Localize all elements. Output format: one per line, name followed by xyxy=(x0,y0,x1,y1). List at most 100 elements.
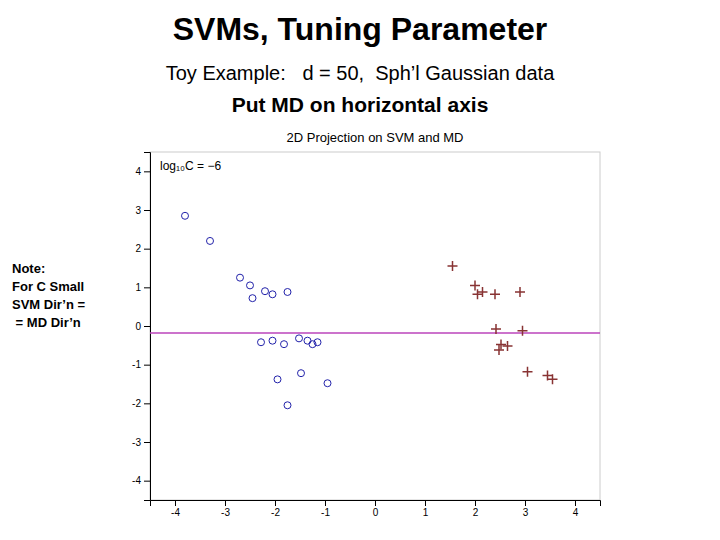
tick-label: -1 xyxy=(321,507,330,518)
tick-mark xyxy=(144,287,150,288)
point xyxy=(490,289,500,299)
point xyxy=(448,261,458,271)
point xyxy=(523,367,533,377)
point xyxy=(284,288,291,295)
tick: -3 xyxy=(221,500,230,518)
point xyxy=(470,280,480,290)
tick: -1 xyxy=(132,359,150,370)
tick-label: 0 xyxy=(135,321,141,332)
plot-frame xyxy=(150,152,600,500)
tick-label: 3 xyxy=(135,205,141,216)
point xyxy=(296,335,303,342)
tick-label: 2 xyxy=(135,243,141,254)
subtitle: Toy Example: d = 50, Sph’l Gaussian data xyxy=(166,62,555,84)
tick-label: -2 xyxy=(132,398,141,409)
axis-line xyxy=(144,153,151,501)
tick-mark xyxy=(144,442,150,443)
axis-line xyxy=(151,501,601,507)
point xyxy=(518,326,528,336)
tick-mark xyxy=(325,500,326,506)
point xyxy=(262,288,269,295)
tick: 3 xyxy=(523,500,529,518)
point xyxy=(182,212,189,219)
point xyxy=(298,370,305,377)
point xyxy=(478,287,488,297)
tick-mark xyxy=(144,481,150,482)
tick-label: -1 xyxy=(132,359,141,370)
point xyxy=(309,341,316,348)
tick: 1 xyxy=(423,500,429,518)
series xyxy=(182,212,332,408)
point xyxy=(496,340,506,350)
tick-mark xyxy=(425,500,426,506)
tick-mark xyxy=(144,210,150,211)
tick-label: 2 xyxy=(473,507,479,518)
point xyxy=(284,402,291,409)
point xyxy=(515,287,525,297)
point xyxy=(494,345,504,355)
hline xyxy=(150,332,600,334)
tick: 3 xyxy=(135,205,150,216)
tick: -3 xyxy=(132,437,150,448)
point xyxy=(281,341,288,348)
note: For C Small xyxy=(12,279,84,294)
x-axis: -4 -3 -2 -1 0 1 2 3 4 xyxy=(151,500,601,518)
tick: -2 xyxy=(271,500,280,518)
y-axis: -4 -3 -2 -1 0 1 2 3 4 xyxy=(132,153,150,501)
tick-mark xyxy=(144,249,150,250)
tick: -4 xyxy=(132,475,150,486)
tick: 1 xyxy=(135,282,150,293)
tick: -1 xyxy=(321,500,330,518)
note: Note: xyxy=(12,261,45,276)
point xyxy=(491,324,501,334)
point xyxy=(249,295,256,302)
tick: 0 xyxy=(373,500,379,518)
tick-label: -2 xyxy=(271,507,280,518)
tick-mark xyxy=(144,326,150,327)
point xyxy=(207,237,214,244)
tick-mark xyxy=(275,500,276,506)
tick-label: 4 xyxy=(573,507,579,518)
point xyxy=(274,376,281,383)
tick-mark xyxy=(225,500,226,506)
point xyxy=(304,337,311,344)
tick: -4 xyxy=(171,500,180,518)
tick-label: -4 xyxy=(171,507,180,518)
tick-label: -3 xyxy=(221,507,230,518)
tick-mark xyxy=(144,403,150,404)
tick-mark xyxy=(475,500,476,506)
tick-mark xyxy=(175,500,176,506)
title: SVMs, Tuning Parameter xyxy=(173,11,548,47)
point xyxy=(237,274,244,281)
tick: 4 xyxy=(135,166,150,177)
tick-label: 1 xyxy=(135,282,141,293)
point xyxy=(324,380,331,387)
note: = MD Dir’n xyxy=(12,315,81,330)
series xyxy=(448,261,558,384)
chart: SVMs, Tuning Parameter Toy Example: d = 5… xyxy=(0,0,720,540)
tick-label: 0 xyxy=(373,507,379,518)
tick-mark xyxy=(144,365,150,366)
tick-label: -4 xyxy=(132,475,141,486)
tick: -2 xyxy=(132,398,150,409)
subtitle: Put MD on horizontal axis xyxy=(232,93,489,116)
tick-label: 1 xyxy=(423,507,429,518)
point xyxy=(269,337,276,344)
plot-title: 2D Projection on SVM and MD xyxy=(286,130,463,145)
point xyxy=(258,339,265,346)
tick-mark xyxy=(375,500,376,506)
note: SVM Dir’n = xyxy=(12,297,85,312)
annotation: log₁₀C = −6 xyxy=(160,159,221,173)
plot-area xyxy=(150,212,600,408)
point xyxy=(548,374,558,384)
point xyxy=(247,282,254,289)
tick-label: -3 xyxy=(132,437,141,448)
tick: 2 xyxy=(473,500,479,518)
tick-mark xyxy=(525,500,526,506)
point xyxy=(269,291,276,298)
tick-mark xyxy=(144,171,150,172)
tick-label: 4 xyxy=(135,166,141,177)
tick: 2 xyxy=(135,243,150,254)
tick: 0 xyxy=(135,321,150,332)
point xyxy=(473,289,483,299)
